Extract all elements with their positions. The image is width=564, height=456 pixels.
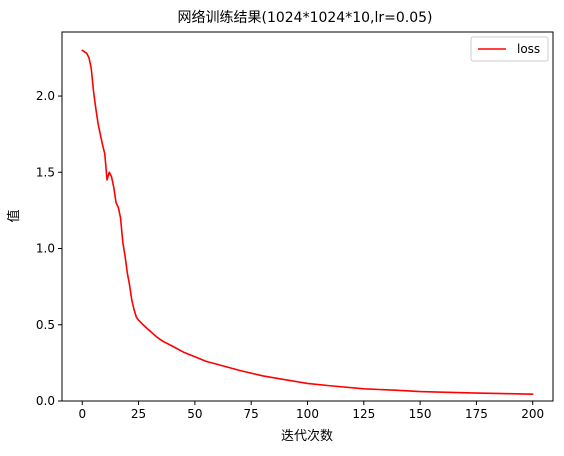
x-tick-label: 25 bbox=[131, 407, 146, 421]
plot-area-frame bbox=[61, 31, 554, 402]
x-tick-label: 100 bbox=[296, 407, 319, 421]
x-tick-label: 200 bbox=[521, 407, 544, 421]
y-axis-ticks: 0.0 0.5 1.0 1.5 2.0 bbox=[36, 89, 62, 408]
x-tick-label: 50 bbox=[187, 407, 202, 421]
x-axis-label: 迭代次数 bbox=[281, 428, 333, 444]
series-line-loss bbox=[81, 49, 534, 395]
y-tick-label: 0.5 bbox=[36, 318, 55, 332]
y-tick-label: 2.0 bbox=[36, 89, 55, 103]
y-tick-label: 1.0 bbox=[36, 242, 55, 256]
x-tick-label: 0 bbox=[78, 407, 86, 421]
legend-label: loss bbox=[517, 42, 540, 56]
chart-title: 网络训练结果(1024*1024*10,lr=0.05) bbox=[178, 10, 433, 26]
x-tick-label: 75 bbox=[244, 407, 259, 421]
series-layer bbox=[81, 49, 534, 395]
legend: loss bbox=[470, 36, 549, 62]
legend-box bbox=[470, 36, 549, 62]
y-axis-label: 值 bbox=[6, 209, 22, 222]
x-tick-label: 175 bbox=[465, 407, 488, 421]
y-tick-label: 1.5 bbox=[36, 165, 55, 179]
y-tick-label: 0.0 bbox=[36, 394, 55, 408]
x-tick-label: 150 bbox=[409, 407, 432, 421]
x-axis-ticks: 0 25 50 75 100 125 150 175 200 bbox=[78, 401, 544, 421]
x-tick-label: 125 bbox=[352, 407, 375, 421]
